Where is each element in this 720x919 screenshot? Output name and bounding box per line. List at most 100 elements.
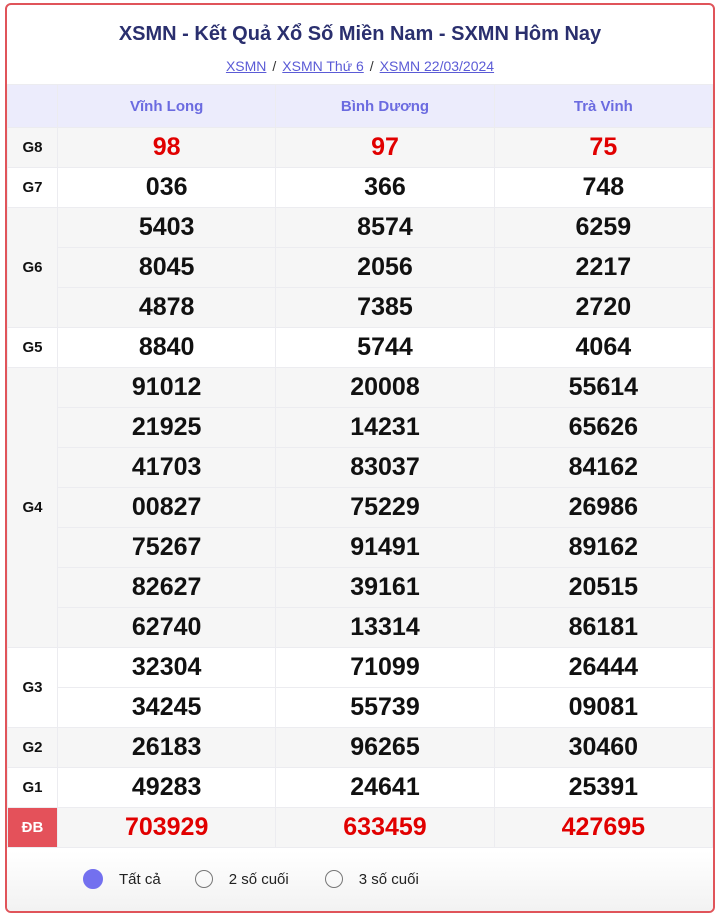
prize-header-empty [7,84,58,128]
prize-row-g8: G8 98 97 75 [7,127,713,168]
prize-label: G8 [7,127,58,168]
province-binh-duong: Bình Dương [275,84,495,128]
radio-empty-icon[interactable] [194,870,213,888]
breadcrumb-separator: / [369,58,374,74]
prize-label: G3 [7,647,58,728]
results-table: Vĩnh Long Bình Dương Trà Vinh G8 98 97 75 G7… [7,84,713,848]
prize-number: 24641 [275,767,495,808]
prize-number: 21925 [56,407,277,448]
prize-number: 7385 [275,287,495,328]
prize-number: 75229 [275,487,495,528]
prize-number: 13314 [275,607,495,648]
breadcrumb-xsmn[interactable]: XSMN [225,58,267,74]
prize-number: 633459 [275,807,495,848]
prize-row-g4: 62740 13314 86181 [8,607,713,648]
prize-label: G5 [7,327,58,368]
prize-number: 62740 [56,607,277,648]
prize-number: 20515 [493,567,713,608]
prize-row-g4: 41703 83037 84162 [8,447,713,488]
prize-row-g6: 4878 7385 2720 [8,287,713,328]
prize-number: 26183 [56,727,277,768]
prize-number: 2217 [493,247,713,288]
prize-number: 366 [275,167,495,208]
page-title: XSMN - Kết Quả Xổ Số Miền Nam - SXMN Hôm… [118,23,602,45]
filter-label: Tất cả [119,870,161,888]
prize-row-g6: G6 5403 8574 6259 [7,207,713,328]
filter-last-3[interactable]: 3 số cuối [324,870,419,888]
prize-label: ĐB [7,807,58,848]
prize-row-g6: 8045 2056 2217 [8,247,713,288]
prize-number: 34245 [56,687,277,728]
prize-number: 55739 [275,687,495,728]
filter-label: 2 số cuối [228,870,289,888]
prize-number: 32304 [56,647,277,688]
prize-number: 39161 [275,567,495,608]
breadcrumb-separator: / [272,58,277,74]
prize-row-g3: 34245 55739 09081 [8,687,713,728]
prize-number: 26986 [493,487,713,528]
prize-number: 75 [493,127,713,168]
prize-number: 8840 [56,327,277,368]
breadcrumb-xsmn-date[interactable]: XSMN 22/03/2024 [379,58,495,74]
breadcrumb-xsmn-thu-6[interactable]: XSMN Thứ 6 [282,58,364,74]
prize-number: 49283 [56,767,277,808]
prize-number: 2056 [275,247,495,288]
prize-number: 14231 [275,407,495,448]
province-vinh-long: Vĩnh Long [56,84,277,128]
prize-number: 97 [275,127,495,168]
prize-number: 26444 [493,647,713,688]
province-tra-vinh: Trà Vinh [493,84,713,128]
prize-label: G6 [7,207,58,328]
prize-row-g1: G1 49283 24641 25391 [7,767,713,808]
prize-number: 00827 [56,487,277,528]
prize-number: 41703 [56,447,277,488]
filter-label: 3 số cuối [358,870,419,888]
prize-number: 89162 [493,527,713,568]
radio-selected-icon[interactable] [83,869,103,889]
digit-filter: Tất cả 2 số cuối 3 số cuối [83,867,455,891]
prize-number: 86181 [493,607,713,648]
prize-number: 8574 [275,207,495,248]
prize-number: 036 [56,167,277,208]
prize-number: 96265 [275,727,495,768]
prize-number: 65626 [493,407,713,448]
prize-row-g4: 75267 91491 89162 [8,527,713,568]
prize-label: G7 [7,167,58,208]
prize-number: 91491 [275,527,495,568]
results-card: XSMN - Kết Quả Xổ Số Miền Nam - SXMN Hôm… [5,3,715,913]
prize-label: G2 [7,727,58,768]
radio-empty-icon[interactable] [324,870,343,888]
prize-number: 20008 [275,367,495,408]
prize-number: 91012 [56,367,277,408]
prize-number: 2720 [493,287,713,328]
prize-row-g2: G2 26183 96265 30460 [7,727,713,768]
prize-number: 84162 [493,447,713,488]
prize-row-g4: 82627 39161 20515 [8,567,713,608]
prize-number: 5403 [56,207,277,248]
prize-number: 5744 [275,327,495,368]
prize-number: 75267 [56,527,277,568]
prize-row-g3: G3 32304 71099 26444 [7,647,713,728]
prize-number: 703929 [56,807,277,848]
footer-background [7,851,713,911]
prize-row-g4: 00827 75229 26986 [8,487,713,528]
filter-all[interactable]: Tất cả [83,869,161,889]
prize-number: 4064 [493,327,713,368]
prize-number: 25391 [493,767,713,808]
province-header-row: Vĩnh Long Bình Dương Trà Vinh [7,84,713,128]
prize-number: 98 [56,127,277,168]
prize-number: 30460 [493,727,713,768]
prize-label: G4 [7,367,58,648]
prize-row-g4: G4 91012 20008 55614 [7,367,713,648]
prize-number: 748 [493,167,713,208]
filter-last-2[interactable]: 2 số cuối [194,870,289,888]
prize-number: 09081 [493,687,713,728]
prize-row-g7: G7 036 366 748 [7,167,713,208]
prize-row-g5: G5 8840 5744 4064 [7,327,713,368]
prize-number: 55614 [493,367,713,408]
prize-label: G1 [7,767,58,808]
prize-number: 82627 [56,567,277,608]
prize-number: 6259 [493,207,713,248]
prize-number: 71099 [275,647,495,688]
prize-number: 4878 [56,287,277,328]
